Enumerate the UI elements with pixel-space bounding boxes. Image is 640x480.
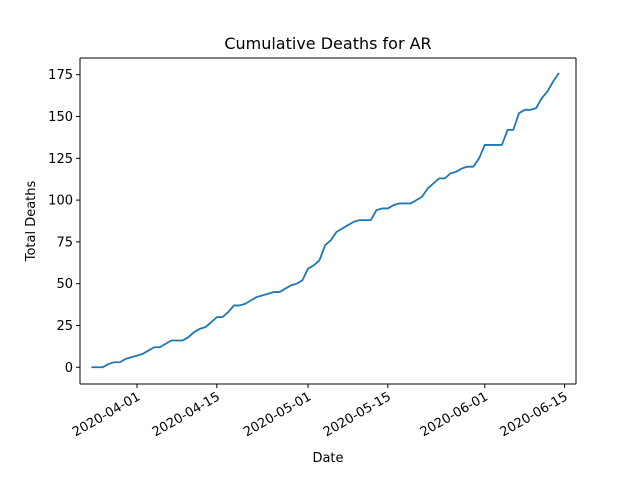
- y-tick-label: 125: [48, 152, 73, 167]
- y-tick-label: 75: [56, 235, 73, 250]
- x-axis-label: Date: [312, 451, 343, 466]
- series-line: [91, 72, 560, 369]
- y-tick-label: 175: [48, 68, 73, 83]
- y-tick-label: 50: [56, 277, 73, 292]
- y-axis-label: Total Deaths: [24, 180, 39, 262]
- y-tick-label: 0: [65, 361, 73, 376]
- y-tick-label: 150: [48, 110, 73, 125]
- chart-title: Cumulative Deaths for AR: [224, 34, 431, 53]
- y-tick-label: 25: [56, 319, 73, 334]
- y-tick-label: 100: [48, 194, 73, 209]
